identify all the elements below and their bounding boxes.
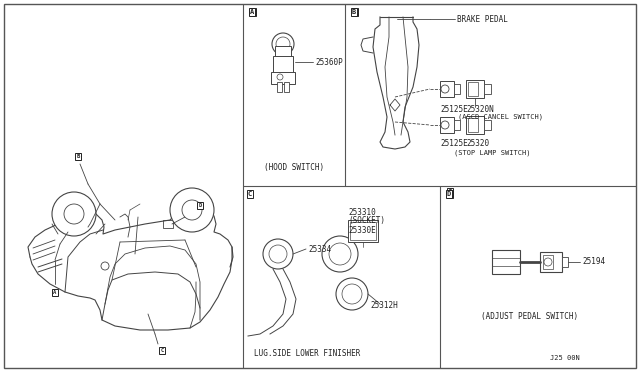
- Bar: [440, 81, 454, 97]
- Text: 25330E: 25330E: [348, 225, 376, 234]
- Bar: [275, 46, 291, 58]
- Text: (ASCD CANCEL SWITCH): (ASCD CANCEL SWITCH): [458, 114, 543, 120]
- Text: BRAKE PEDAL: BRAKE PEDAL: [457, 15, 508, 23]
- Circle shape: [64, 204, 84, 224]
- Text: C: C: [248, 191, 252, 197]
- Text: 25125E: 25125E: [440, 138, 468, 148]
- Circle shape: [272, 33, 294, 55]
- Text: D: D: [448, 191, 452, 197]
- Circle shape: [544, 258, 552, 266]
- Bar: [348, 220, 378, 242]
- Circle shape: [342, 284, 362, 304]
- Bar: [543, 255, 553, 269]
- Text: 25360P: 25360P: [315, 58, 343, 67]
- Bar: [562, 257, 568, 267]
- Bar: [284, 82, 289, 92]
- Text: 25320N: 25320N: [466, 105, 493, 113]
- Bar: [277, 82, 282, 92]
- Bar: [540, 252, 562, 272]
- Bar: [454, 84, 460, 94]
- Text: A: A: [250, 9, 254, 15]
- Bar: [273, 56, 293, 74]
- Bar: [163, 220, 173, 228]
- Text: 25334: 25334: [308, 244, 331, 253]
- Bar: [466, 80, 484, 98]
- Circle shape: [170, 188, 214, 232]
- Text: (ADJUST PEDAL SWITCH): (ADJUST PEDAL SWITCH): [481, 312, 579, 321]
- Circle shape: [329, 243, 351, 265]
- Circle shape: [441, 85, 449, 93]
- Circle shape: [52, 192, 96, 236]
- Bar: [468, 82, 478, 96]
- Text: C: C: [161, 347, 164, 353]
- Text: B: B: [353, 9, 357, 15]
- Circle shape: [269, 245, 287, 263]
- Bar: [484, 84, 491, 94]
- Text: D: D: [198, 202, 202, 208]
- Text: 25125E: 25125E: [440, 105, 468, 113]
- Circle shape: [101, 262, 109, 270]
- Text: B: B: [76, 154, 79, 158]
- Text: (HOOD SWITCH): (HOOD SWITCH): [264, 163, 324, 171]
- Bar: [466, 116, 484, 134]
- Text: 25320: 25320: [466, 138, 489, 148]
- Circle shape: [441, 121, 449, 129]
- Text: (STOP LAMP SWITCH): (STOP LAMP SWITCH): [454, 150, 531, 156]
- Text: (SOCKET): (SOCKET): [348, 215, 385, 224]
- Text: 25194: 25194: [582, 257, 605, 266]
- Circle shape: [276, 37, 290, 51]
- Text: A: A: [251, 9, 255, 15]
- Bar: [484, 120, 491, 130]
- Text: 253310: 253310: [348, 208, 376, 217]
- Text: A: A: [53, 289, 56, 295]
- Text: B: B: [352, 9, 356, 15]
- Text: 25312H: 25312H: [370, 301, 397, 311]
- Bar: [454, 120, 460, 130]
- Bar: [468, 118, 478, 132]
- Bar: [271, 72, 295, 84]
- Circle shape: [263, 239, 293, 269]
- Circle shape: [322, 236, 358, 272]
- Bar: [440, 117, 454, 133]
- Text: LUG.SIDE LOWER FINISHER: LUG.SIDE LOWER FINISHER: [254, 350, 360, 359]
- Circle shape: [277, 74, 283, 80]
- Circle shape: [336, 278, 368, 310]
- Bar: [492, 250, 520, 274]
- Text: C: C: [448, 189, 452, 195]
- Circle shape: [182, 200, 202, 220]
- Bar: [350, 222, 376, 240]
- Text: J25 00N: J25 00N: [550, 355, 580, 361]
- Text: D: D: [447, 191, 451, 197]
